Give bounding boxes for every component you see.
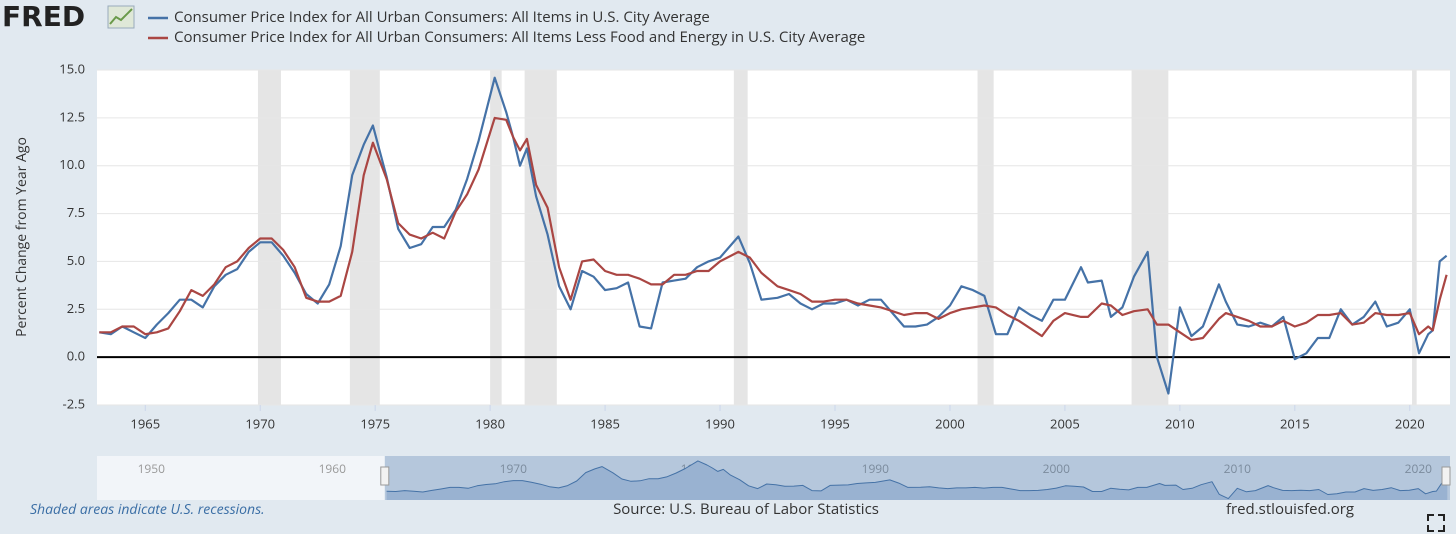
recession-band [733,70,748,405]
y-tick-label: 12.5 [59,107,85,125]
logo[interactable]: FRED [2,0,85,33]
x-tick-label: 1990 [705,414,735,432]
recession-note: Shaded areas indicate U.S. recessions. [30,500,265,519]
legend-label: Consumer Price Index for All Urban Consu… [174,27,865,47]
navigator-tick-label: 1950 [138,460,166,477]
navigator-tick-label: 2020 [1405,460,1433,477]
x-tick-label: 1980 [475,414,505,432]
x-tick-label: 2000 [935,414,965,432]
y-tick-label: 10.0 [59,155,85,173]
x-tick-label: 2020 [1395,414,1425,432]
y-axis-title: Percent Change from Year Ago [12,137,31,337]
y-tick-label: 5.0 [67,251,85,269]
navigator-tick-label: 1990 [862,460,890,477]
x-tick-label: 1965 [130,414,160,432]
x-tick-label: 1970 [245,414,275,432]
navigator-handle[interactable] [380,466,390,486]
fullscreen-icon[interactable] [1427,514,1445,532]
y-tick-label: 15.0 [59,59,85,77]
recession-band [1131,70,1169,405]
x-tick-label: 1985 [590,414,620,432]
y-tick-label: 0.0 [67,347,85,365]
series-line [99,76,1448,395]
source: Source: U.S. Bureau of Labor Statistics [613,499,879,519]
navigator-tick-label: 2010 [1224,460,1252,477]
x-tick-label: 1995 [820,414,850,432]
navigator-area [386,460,1448,500]
legend-label: Consumer Price Index for All Urban Consu… [174,7,710,27]
navigator-tick-label: 1970 [500,460,528,477]
y-tick-label: -2.5 [63,394,85,412]
navigator-handle[interactable] [1441,466,1451,486]
recession-band [490,70,502,405]
recession-band [977,70,994,405]
navigator-selection[interactable] [384,456,1451,500]
series-line [99,116,1448,341]
y-tick-label: 2.5 [67,299,85,317]
x-tick-label: 2010 [1165,414,1195,432]
site[interactable]: fred.stlouisfed.org [1226,499,1354,519]
plot-area [97,70,1450,405]
x-tick-label: 2005 [1050,414,1080,432]
navigator-tick-label: 1960 [319,460,347,477]
navigator-line [386,460,1448,500]
x-tick-label: 2015 [1280,414,1310,432]
recession-band [524,70,557,405]
y-tick-label: 7.5 [67,203,85,221]
x-tick-label: 1975 [360,414,390,432]
recession-band [1412,70,1417,405]
logo-icon [107,5,135,29]
navigator-tick-label: 2000 [1043,460,1071,477]
